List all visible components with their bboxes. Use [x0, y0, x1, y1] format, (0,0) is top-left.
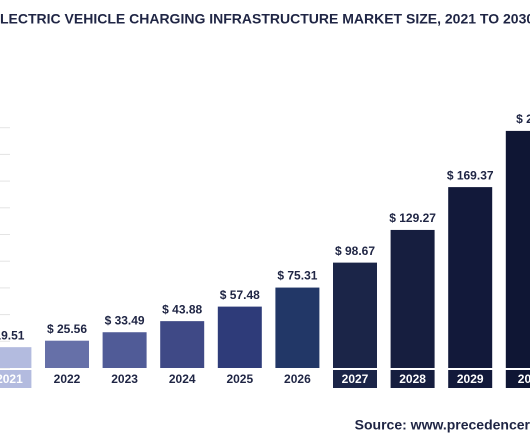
bar: [505, 130, 530, 368]
x-tick-label: 2023: [111, 372, 138, 386]
x-tick-label: 2024: [169, 372, 196, 386]
x-tick-label: 2029: [457, 372, 484, 386]
category-box: [448, 370, 493, 388]
chart-title: LECTRIC VEHICLE CHARGING INFRASTRUCTURE …: [0, 11, 530, 27]
value-label: $ 57.48: [220, 288, 260, 302]
value-label: 19.51: [0, 328, 25, 342]
bar: [333, 262, 377, 368]
value-label: $ 75.31: [277, 269, 317, 283]
category-box: [0, 370, 32, 388]
value-label: $ 33.49: [105, 313, 145, 327]
value-label: $ 129.27: [389, 211, 436, 225]
category-box: [390, 370, 435, 388]
x-tick-label: 2026: [284, 372, 311, 386]
x-tick-label: 2027: [342, 372, 369, 386]
bar: [45, 340, 89, 368]
bar: [0, 347, 32, 368]
bar: [275, 287, 320, 368]
source-note: Source: www.precedencer: [355, 417, 530, 433]
bar: [102, 332, 147, 368]
category-box: [333, 370, 377, 388]
value-label: $ 25.56: [47, 322, 87, 336]
x-tick-label: 2028: [399, 372, 426, 386]
x-tick-label: 2022: [54, 372, 81, 386]
value-label: $ 43.88: [162, 302, 202, 316]
x-tick-label: 2025: [226, 372, 253, 386]
bar: [448, 187, 493, 368]
value-label: $ 22: [516, 112, 530, 126]
bar: [217, 306, 262, 368]
x-tick-label: 2021: [0, 372, 23, 386]
value-label: $ 98.67: [335, 244, 375, 258]
bar: [160, 321, 205, 368]
bar: [390, 229, 435, 368]
category-box: [505, 370, 530, 388]
value-label: $ 169.37: [447, 168, 494, 182]
x-tick-label: 203: [518, 372, 530, 386]
